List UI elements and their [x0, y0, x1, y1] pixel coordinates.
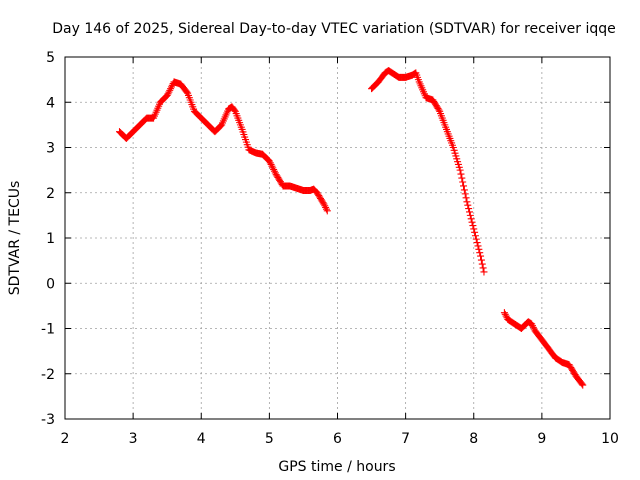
- x-axis-label: GPS time / hours: [278, 459, 395, 475]
- data-series: [116, 67, 587, 389]
- data-point: [468, 218, 476, 226]
- data-point: [477, 256, 485, 264]
- data-point: [473, 239, 481, 247]
- data-point: [528, 320, 536, 328]
- series-segment-1: [116, 78, 331, 215]
- data-point: [502, 312, 510, 320]
- x-tick-label: 7: [401, 431, 410, 447]
- data-point: [469, 222, 477, 230]
- y-tick-label: 3: [46, 141, 55, 157]
- data-point: [478, 260, 486, 268]
- data-point: [163, 91, 171, 99]
- axis-ticks: 2 3 4 5 6 7 8 9 10 -3 -2 -1 0 1 2 3 4 5: [41, 50, 619, 447]
- data-point: [270, 166, 278, 174]
- y-tick-label: 1: [46, 231, 55, 247]
- y-tick-label: 5: [46, 50, 55, 66]
- data-point: [464, 201, 472, 209]
- data-point: [457, 170, 465, 178]
- data-point: [476, 249, 484, 257]
- y-tick-label: -2: [41, 367, 55, 383]
- data-point: [230, 106, 238, 114]
- x-tick-label: 10: [601, 431, 619, 447]
- y-tick-label: -1: [41, 322, 55, 338]
- data-point: [479, 264, 487, 272]
- y-tick-label: -3: [41, 412, 55, 428]
- data-point: [465, 205, 473, 213]
- data-point: [465, 208, 473, 216]
- data-point: [265, 157, 273, 165]
- data-point: [167, 83, 175, 91]
- data-point: [319, 199, 327, 207]
- data-point: [164, 90, 172, 98]
- data-point: [321, 202, 329, 210]
- data-point: [471, 228, 479, 236]
- data-point: [267, 160, 275, 168]
- data-point: [216, 123, 224, 131]
- data-point: [467, 215, 475, 223]
- data-point: [268, 162, 276, 170]
- data-point: [460, 186, 468, 194]
- data-point: [165, 88, 173, 96]
- data-point: [501, 310, 509, 318]
- y-tick-label: 0: [46, 276, 55, 292]
- data-point: [475, 245, 483, 253]
- data-point: [578, 380, 586, 388]
- data-point: [474, 242, 482, 250]
- data-point: [266, 159, 274, 167]
- grid: [65, 57, 610, 419]
- data-point: [323, 207, 331, 215]
- x-tick-label: 6: [333, 431, 342, 447]
- data-point: [183, 88, 191, 96]
- chart-title: Day 146 of 2025, Sidereal Day-to-day VTE…: [52, 21, 616, 37]
- x-tick-label: 2: [61, 431, 70, 447]
- data-point: [471, 232, 479, 240]
- data-point: [435, 106, 443, 114]
- x-tick-label: 4: [197, 431, 206, 447]
- data-point: [167, 85, 175, 93]
- data-point: [411, 69, 419, 77]
- data-point: [460, 182, 468, 190]
- data-point: [500, 309, 508, 317]
- x-tick-label: 5: [265, 431, 274, 447]
- data-point: [529, 322, 537, 330]
- data-point: [270, 167, 278, 175]
- y-axis-label: SDTVAR / TECUs: [7, 181, 23, 296]
- data-point: [322, 203, 330, 211]
- data-point: [269, 164, 277, 172]
- series-segment-3: [500, 309, 587, 389]
- data-point: [459, 178, 467, 186]
- x-tick-label: 8: [469, 431, 478, 447]
- data-point: [463, 198, 471, 206]
- series-segment-2: [368, 67, 488, 276]
- data-point: [456, 166, 464, 174]
- y-tick-label: 2: [46, 186, 55, 202]
- data-point: [166, 86, 174, 94]
- data-point: [271, 169, 279, 177]
- data-point: [579, 381, 587, 389]
- x-tick-label: 3: [129, 431, 138, 447]
- data-point: [466, 211, 474, 219]
- data-point: [458, 174, 466, 182]
- data-point: [472, 235, 480, 243]
- data-point: [462, 194, 470, 202]
- data-point: [480, 268, 488, 276]
- data-point: [322, 205, 330, 213]
- data-point: [461, 190, 469, 198]
- data-point: [477, 252, 485, 260]
- data-point: [529, 323, 537, 331]
- data-point: [470, 225, 478, 233]
- x-tick-label: 9: [537, 431, 546, 447]
- y-tick-label: 4: [46, 95, 55, 111]
- data-point: [320, 200, 328, 208]
